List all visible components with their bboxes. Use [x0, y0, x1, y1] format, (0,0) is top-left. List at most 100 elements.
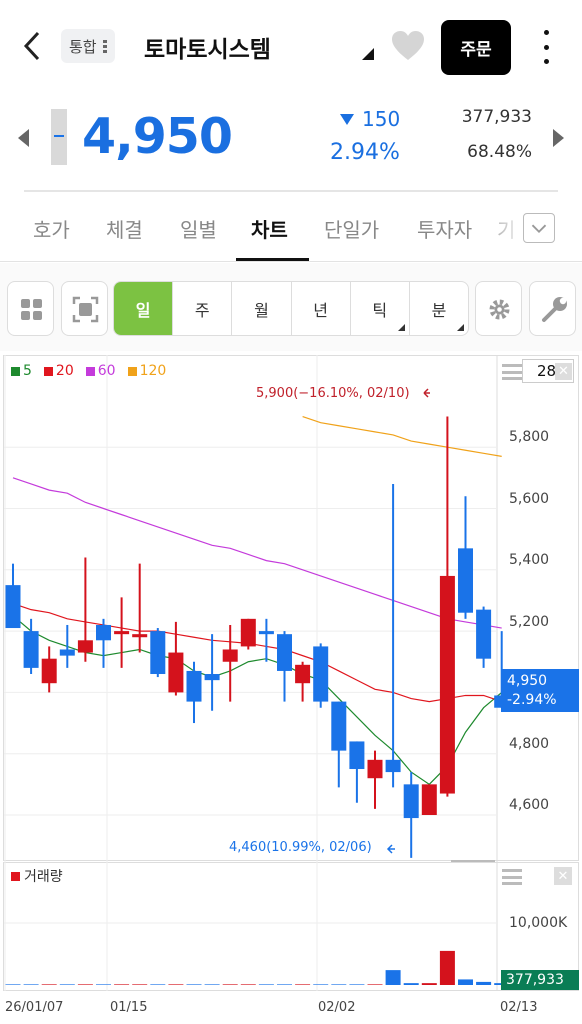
x-tick: 26/01/07	[5, 1000, 64, 1015]
y-tick: 5,800	[509, 429, 550, 445]
grid-icon	[21, 299, 42, 320]
volume-bar	[385, 970, 401, 985]
submenu-corner-icon	[397, 324, 405, 331]
legend-ma120-label: 120	[139, 363, 167, 379]
dropdown-triangle-icon[interactable]	[362, 48, 374, 60]
close-icon[interactable]: ✕	[555, 363, 572, 380]
period-year[interactable]: 년	[290, 282, 350, 335]
period-tick-label: 틱	[372, 300, 388, 320]
period-month[interactable]: 월	[231, 282, 290, 335]
settings-button[interactable]	[475, 281, 522, 336]
y-tick: 5,400	[509, 552, 550, 568]
candle-body	[403, 784, 419, 819]
gear-icon	[489, 299, 510, 320]
volume-bar	[150, 984, 166, 985]
volume-bar	[458, 979, 473, 985]
candle-body	[277, 634, 292, 671]
volume-bar	[204, 984, 220, 985]
x-tick: 01/15	[110, 1000, 148, 1015]
tab-investors[interactable]: 투자자	[417, 218, 473, 242]
volume-bar	[59, 984, 75, 985]
candle-body	[59, 649, 75, 656]
price-change: 150	[340, 107, 400, 131]
legend-ma20: 20	[43, 363, 74, 379]
wrench-icon	[542, 297, 567, 322]
low-annotation: 4,460(10.99%, 02/06)	[229, 840, 372, 855]
volume-bar	[5, 984, 21, 985]
y-tick: 5,200	[509, 614, 550, 630]
volume-bar	[439, 950, 455, 985]
volume-bar	[240, 984, 256, 985]
tab-trades[interactable]: 체결	[106, 218, 143, 242]
mini-price-bar	[51, 109, 67, 165]
period-tick[interactable]: 틱	[349, 282, 409, 335]
period-minute[interactable]: 분	[408, 282, 468, 335]
volume-bar	[96, 984, 111, 985]
tab-fade	[478, 192, 526, 260]
capture-button[interactable]	[61, 281, 108, 336]
back-chevron-icon[interactable]	[18, 28, 48, 64]
heart-icon[interactable]	[391, 30, 425, 62]
period-day-label: 일	[135, 300, 151, 320]
stock-chart[interactable]: 5 20 60 120 28 ✕ 5,800 5,600 5,400 5,200…	[3, 355, 579, 1024]
high-annotation: 5,900(−16.10%, 02/10)	[256, 386, 410, 401]
volume-bar	[295, 984, 311, 985]
volume-bar	[41, 984, 57, 985]
candle-body	[168, 652, 184, 693]
current-price: 4,950	[82, 108, 233, 165]
ma60-line	[12, 477, 502, 629]
market-tag[interactable]: 통합	[61, 29, 115, 63]
period-week-label: 주	[194, 300, 210, 320]
candle-body	[204, 674, 220, 681]
chart-legend: 5 20 60 120	[11, 363, 166, 379]
turnover-rate: 68.48%	[467, 142, 532, 162]
tools-button[interactable]	[529, 281, 576, 336]
volume-bar	[403, 983, 419, 985]
y-tick: 4,800	[509, 736, 550, 752]
volume-menu-icon[interactable]	[502, 869, 522, 885]
candle-body	[150, 631, 166, 675]
volume-tick: 10,000K	[509, 915, 568, 931]
legend-ma60-label: 60	[97, 363, 116, 379]
candle-body	[421, 784, 437, 815]
volume-close-icon[interactable]: ✕	[554, 867, 572, 885]
tab-hoga[interactable]: 호가	[33, 218, 70, 242]
stock-name[interactable]: 토마토시스템	[144, 37, 271, 63]
legend-ma120: 120	[127, 363, 167, 379]
tab-single-price[interactable]: 단일가	[324, 218, 380, 242]
candle-body	[458, 548, 473, 613]
period-year-label: 년	[313, 300, 328, 320]
candle-body	[41, 658, 57, 684]
legend-ma5-label: 5	[23, 363, 32, 379]
candle-body	[313, 646, 329, 702]
volume-tag: 377,933	[501, 970, 579, 990]
tab-daily[interactable]: 일별	[180, 218, 217, 242]
grid-button[interactable]	[7, 281, 54, 336]
submenu-corner-icon	[457, 324, 465, 331]
period-week[interactable]: 주	[172, 282, 231, 335]
candle-body	[439, 575, 455, 794]
kebab-menu-icon[interactable]	[536, 30, 556, 64]
tab-chart[interactable]: 차트	[251, 218, 288, 242]
period-month-label: 월	[254, 300, 269, 320]
chevron-down-icon[interactable]	[523, 213, 555, 243]
order-button[interactable]: 주문	[441, 20, 511, 75]
volume-bar	[277, 984, 292, 985]
candle-body	[240, 618, 256, 647]
ma120-line	[302, 415, 502, 457]
ma5-line	[12, 615, 503, 786]
candle-body	[5, 585, 21, 629]
prev-stock-arrow-icon[interactable]	[18, 129, 29, 147]
chart-menu-icon[interactable]	[502, 364, 522, 380]
period-day[interactable]: 일	[114, 282, 173, 335]
volume-bar	[331, 984, 347, 985]
next-stock-arrow-icon[interactable]	[553, 129, 564, 147]
volume-bar	[114, 984, 130, 985]
volume-bar	[313, 984, 329, 985]
y-tick: 5,600	[509, 491, 550, 507]
candle-body	[476, 609, 492, 659]
candle-body	[77, 640, 93, 653]
candle-body	[114, 631, 130, 635]
chart-canvas[interactable]	[3, 355, 579, 1024]
candle-body	[23, 631, 39, 668]
